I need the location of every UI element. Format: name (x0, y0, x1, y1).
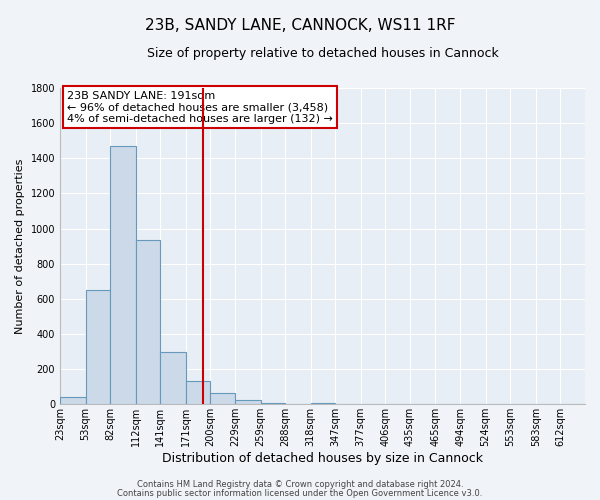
Bar (136, 240, 160, 404)
Bar (110, 146, 136, 405)
X-axis label: Distribution of detached houses by size in Cannock: Distribution of detached houses by size … (162, 452, 483, 465)
Text: Contains HM Land Registry data © Crown copyright and database right 2024.: Contains HM Land Registry data © Crown c… (137, 480, 463, 489)
Title: Size of property relative to detached houses in Cannock: Size of property relative to detached ho… (146, 48, 499, 60)
Bar (235, 400, 260, 404)
Y-axis label: Number of detached properties: Number of detached properties (15, 158, 25, 334)
Bar (211, 393, 235, 404)
Bar (186, 382, 211, 404)
Text: Contains public sector information licensed under the Open Government Licence v3: Contains public sector information licen… (118, 488, 482, 498)
Bar (60, 398, 86, 404)
Text: 23B, SANDY LANE, CANNOCK, WS11 1RF: 23B, SANDY LANE, CANNOCK, WS11 1RF (145, 18, 455, 32)
Bar (160, 352, 186, 405)
Text: 23B SANDY LANE: 191sqm
← 96% of detached houses are smaller (3,458)
4% of semi-d: 23B SANDY LANE: 191sqm ← 96% of detached… (67, 91, 333, 124)
Bar (86, 290, 110, 405)
Bar (260, 402, 285, 404)
